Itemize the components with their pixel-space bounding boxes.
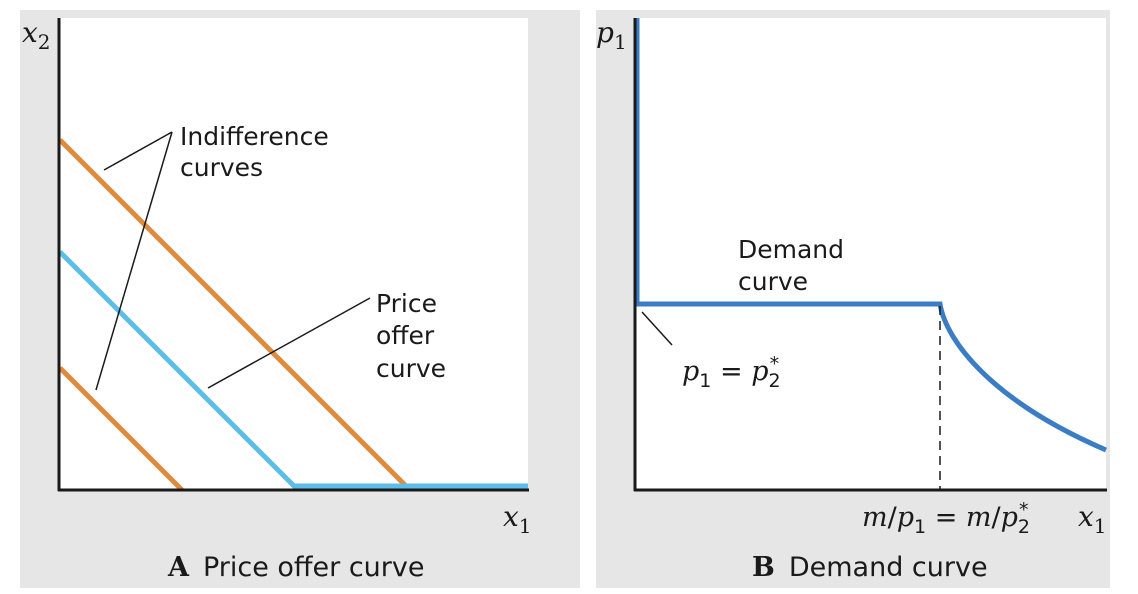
demand-label-line1: Demand [738,235,844,264]
price-equality-label: p1 = p2* [682,353,781,392]
panel-b-caption-text: Demand curve [789,552,988,583]
panel-a-x-axis-label: x1 [503,500,532,538]
price-offer-curve [58,250,528,489]
indifference-leader-1 [103,131,173,171]
price-offer-label-line3: curve [376,354,446,383]
panel-a-caption-text: Price offer curve [203,552,425,583]
indifference-label-line2: curves [180,153,263,182]
indifference-leader-2 [95,131,173,391]
panel-b-caption-letter: B [752,552,775,583]
panel-b: p1 x1 Demand curve p1 = p2* m/p1 = m/p2*… [596,16,1107,583]
price-offer-label-line1: Price [376,289,437,318]
panel-b-x-axis-subscript: 1 [1094,514,1107,538]
panel-a-y-axis-label: x2 [22,16,51,54]
demand-label-line2: curve [738,267,808,296]
panel-b-plot-area [634,18,1106,490]
price-offer-label-line2: offer [376,321,435,350]
indifference-curve-high [58,138,410,490]
panel-a-caption: A Price offer curve [167,552,424,583]
price-leader [641,311,673,346]
panel-b-caption: B Demand curve [752,552,988,583]
panel-b-y-axis-subscript: 1 [614,30,627,54]
price-offer-leader [207,297,371,389]
panel-a-x-axis-subscript: 1 [519,514,532,538]
panel-a-y-axis-subscript: 2 [38,30,51,54]
panel-b-y-axis-label: p1 [596,16,627,54]
panel-a: x2 x1 Indifference curves Price offer cu… [22,16,532,583]
panel-b-x-axis-label: x1 [1078,500,1107,538]
indifference-label-line1: Indifference [180,122,329,151]
indifference-curve-low [58,366,184,492]
quantity-equality-label: m/p1 = m/p2* [862,499,1030,538]
panel-a-caption-letter: A [167,552,190,583]
